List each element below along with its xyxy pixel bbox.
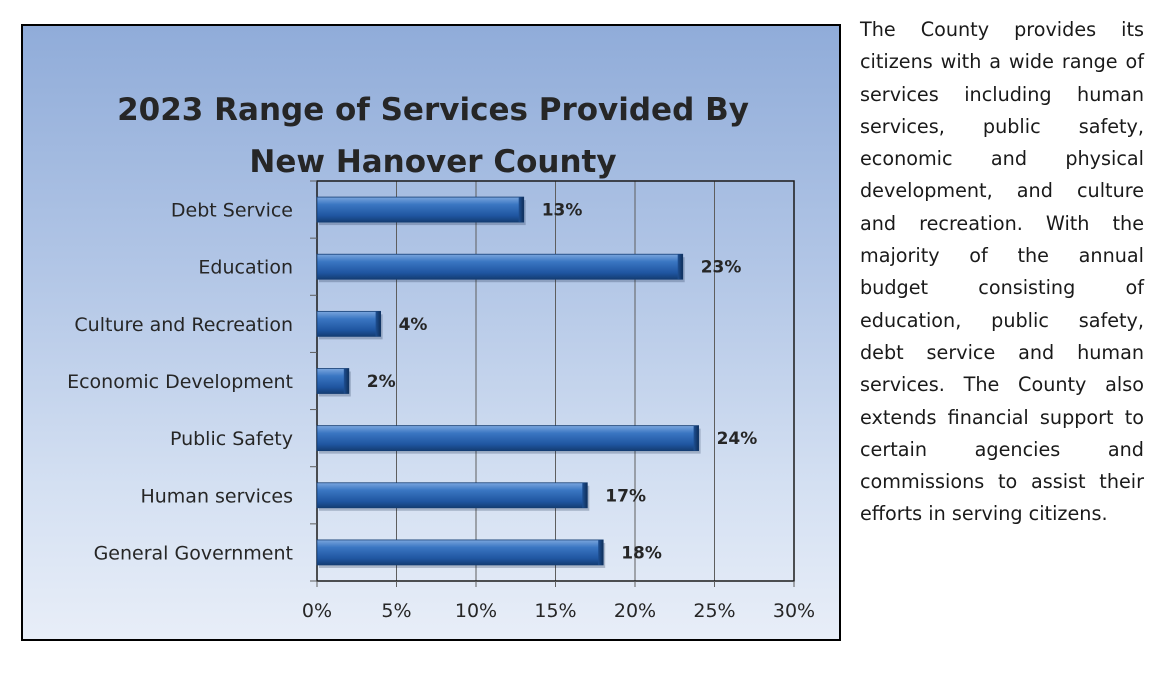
chart-title-line-1: 2023 Range of Services Provided By: [117, 92, 749, 128]
category-label-public-safety: Public Safety: [170, 428, 293, 450]
category-label-human-services: Human services: [140, 485, 293, 507]
value-label-public-safety: 24%: [717, 429, 758, 449]
bar-education: [316, 253, 684, 280]
description-text: The County provides its citizens with a …: [860, 18, 1144, 526]
bar-human-services: [316, 482, 588, 509]
value-label-debt-service: 13%: [542, 201, 583, 221]
bar-cap-general-government: [598, 539, 604, 565]
bar-public-safety: [316, 425, 700, 452]
chart-title-line-2: New Hanover County: [249, 144, 617, 180]
bar-debt-service: [316, 196, 525, 223]
x-tick-label-6: 30%: [773, 600, 815, 622]
bar-cap-debt-service: [518, 197, 524, 223]
value-label-education: 23%: [701, 258, 742, 278]
bar-chart: Debt Service 13% Education 23% Culture and R…: [67, 180, 815, 622]
x-tick-label-3: 15%: [534, 600, 576, 622]
x-tick-label-4: 20%: [614, 600, 656, 622]
bar-cap-public-safety: [693, 425, 699, 451]
value-label-general-government: 18%: [621, 543, 662, 563]
bar-cap-education: [677, 254, 683, 280]
category-label-general-government: General Government: [94, 542, 293, 564]
bar-cap-economic-development: [343, 368, 349, 394]
bar-cap-human-services: [582, 482, 588, 508]
bar-general-government: [316, 539, 604, 566]
chart-frame: 2023 Range of Services Provided By New H…: [21, 24, 841, 641]
bar-cap-culture-and-recreation: [375, 311, 381, 337]
x-tick-label-5: 25%: [693, 600, 735, 622]
x-tick-label-2: 10%: [455, 600, 497, 622]
value-label-human-services: 17%: [605, 486, 646, 506]
category-label-culture-and-recreation: Culture and Recreation: [74, 314, 293, 336]
category-label-debt-service: Debt Service: [171, 200, 293, 222]
x-tick-label-0: 0%: [302, 600, 332, 622]
value-label-economic-development: 2%: [367, 372, 396, 392]
category-label-education: Education: [198, 257, 293, 279]
chart-title: 2023 Range of Services Provided By New H…: [23, 84, 843, 188]
value-label-culture-and-recreation: 4%: [399, 315, 428, 335]
category-label-economic-development: Economic Development: [67, 371, 293, 393]
bar-culture-and-recreation: [316, 310, 381, 337]
x-tick-label-1: 5%: [381, 600, 411, 622]
